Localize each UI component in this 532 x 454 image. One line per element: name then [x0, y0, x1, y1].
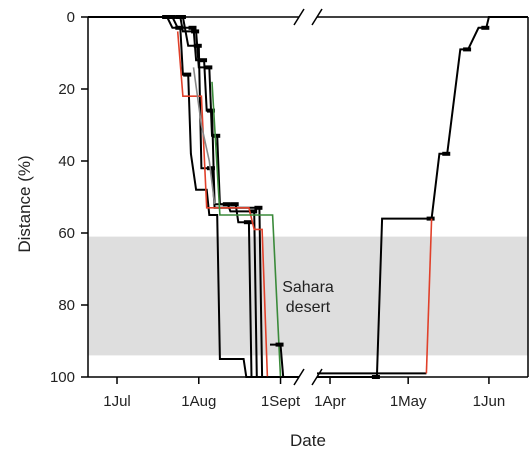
y-tick-label: 80 [58, 297, 75, 314]
series-line-6 [211, 81, 282, 378]
axis-break-mark [293, 368, 305, 386]
sahara-label-line2: desert [286, 299, 331, 316]
x-tick-label: 1Sept [261, 393, 301, 410]
axes-layer: 0 20 40 60 80 100 1Jul 1Aug 1Sept 1Apr 1May 1Jun [50, 8, 529, 410]
y-tick-label: 40 [58, 153, 75, 170]
sahara-band [88, 236, 528, 356]
axis-break-mark [311, 368, 323, 386]
sahara-label-line1: Sahara [282, 279, 334, 296]
y-tick-label: 0 [67, 9, 75, 26]
y-axis-label: Distance (%) [15, 155, 34, 252]
x-tick-label: 1Jul [103, 393, 131, 410]
x-tick-label: 1May [390, 393, 427, 410]
x-tick-label: 1Apr [314, 393, 346, 410]
axis-break-gap [299, 371, 317, 383]
y-tick-label: 60 [58, 225, 75, 242]
axis-break-gap [299, 11, 317, 23]
x-tick-label: 1Jun [473, 393, 506, 410]
series-line-11 [425, 218, 433, 374]
axis-break-mark [293, 8, 305, 26]
series-line-7 [192, 67, 216, 205]
y-tick-label: 100 [50, 369, 75, 386]
axis-break-mark [311, 8, 323, 26]
x-tick-label: 1Aug [181, 393, 216, 410]
x-axis-label: Date [290, 431, 326, 450]
series-line-5 [176, 31, 269, 378]
y-tick-label: 20 [58, 81, 75, 98]
series-line-1 [88, 16, 299, 378]
